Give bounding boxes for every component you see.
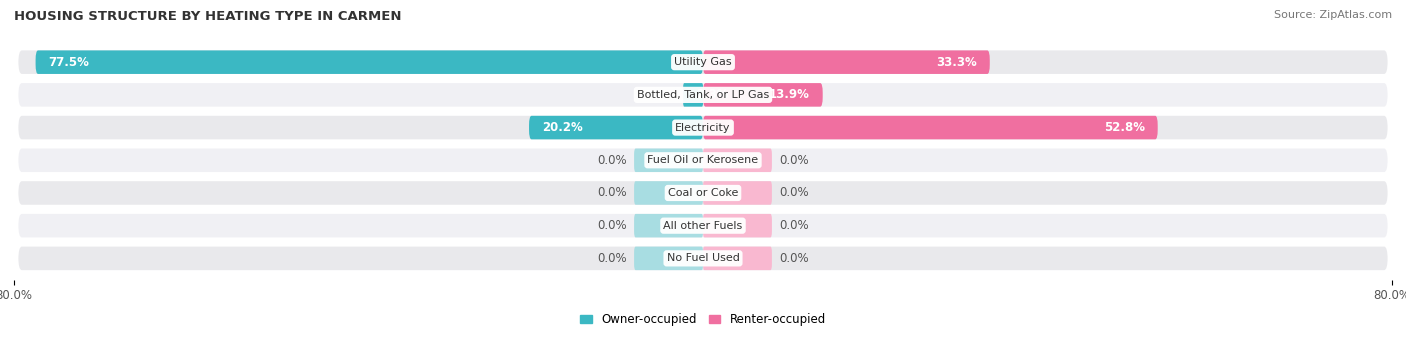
FancyBboxPatch shape xyxy=(18,50,1388,74)
FancyBboxPatch shape xyxy=(634,181,703,205)
Text: 13.9%: 13.9% xyxy=(769,88,810,101)
Text: 20.2%: 20.2% xyxy=(541,121,582,134)
Text: HOUSING STRUCTURE BY HEATING TYPE IN CARMEN: HOUSING STRUCTURE BY HEATING TYPE IN CAR… xyxy=(14,10,402,23)
FancyBboxPatch shape xyxy=(703,50,990,74)
FancyBboxPatch shape xyxy=(703,116,1157,139)
Text: 0.0%: 0.0% xyxy=(779,252,808,265)
Text: 0.0%: 0.0% xyxy=(779,187,808,199)
Text: Utility Gas: Utility Gas xyxy=(675,57,731,67)
FancyBboxPatch shape xyxy=(18,116,1388,139)
FancyBboxPatch shape xyxy=(703,247,772,270)
Text: Fuel Oil or Kerosene: Fuel Oil or Kerosene xyxy=(647,155,759,165)
FancyBboxPatch shape xyxy=(18,247,1388,270)
FancyBboxPatch shape xyxy=(18,83,1388,107)
Text: No Fuel Used: No Fuel Used xyxy=(666,253,740,263)
FancyBboxPatch shape xyxy=(35,50,703,74)
Text: 0.0%: 0.0% xyxy=(598,219,627,232)
Text: All other Fuels: All other Fuels xyxy=(664,221,742,231)
FancyBboxPatch shape xyxy=(634,214,703,237)
FancyBboxPatch shape xyxy=(703,214,772,237)
Text: 52.8%: 52.8% xyxy=(1104,121,1144,134)
Text: Bottled, Tank, or LP Gas: Bottled, Tank, or LP Gas xyxy=(637,90,769,100)
Text: 0.0%: 0.0% xyxy=(779,154,808,167)
Text: 2.3%: 2.3% xyxy=(696,88,728,101)
Legend: Owner-occupied, Renter-occupied: Owner-occupied, Renter-occupied xyxy=(579,313,827,326)
Text: Source: ZipAtlas.com: Source: ZipAtlas.com xyxy=(1274,10,1392,20)
Text: 0.0%: 0.0% xyxy=(779,219,808,232)
Text: Coal or Coke: Coal or Coke xyxy=(668,188,738,198)
FancyBboxPatch shape xyxy=(529,116,703,139)
FancyBboxPatch shape xyxy=(18,214,1388,237)
FancyBboxPatch shape xyxy=(634,247,703,270)
FancyBboxPatch shape xyxy=(18,148,1388,172)
FancyBboxPatch shape xyxy=(634,148,703,172)
Text: Electricity: Electricity xyxy=(675,122,731,133)
FancyBboxPatch shape xyxy=(683,83,703,107)
FancyBboxPatch shape xyxy=(703,181,772,205)
Text: 33.3%: 33.3% xyxy=(936,56,977,69)
FancyBboxPatch shape xyxy=(703,148,772,172)
FancyBboxPatch shape xyxy=(18,181,1388,205)
Text: 77.5%: 77.5% xyxy=(48,56,90,69)
Text: 0.0%: 0.0% xyxy=(598,154,627,167)
Text: 0.0%: 0.0% xyxy=(598,187,627,199)
FancyBboxPatch shape xyxy=(703,83,823,107)
Text: 0.0%: 0.0% xyxy=(598,252,627,265)
